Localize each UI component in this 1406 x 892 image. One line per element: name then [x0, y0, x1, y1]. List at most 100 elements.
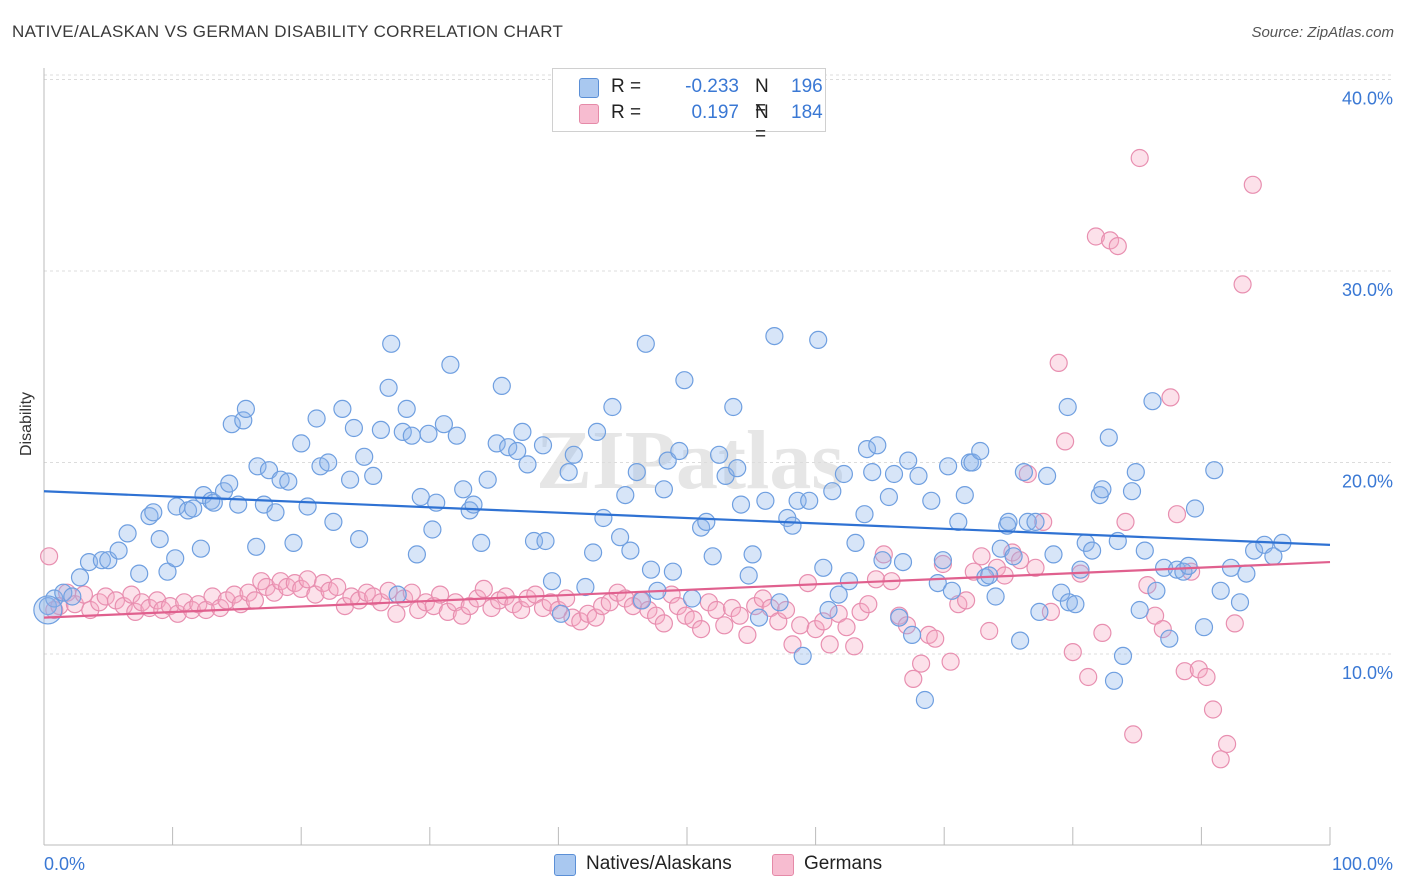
data-point	[74, 585, 94, 604]
data-point	[184, 499, 203, 518]
data-point	[438, 602, 457, 622]
data-point	[220, 474, 239, 493]
data-point	[911, 654, 931, 673]
data-point	[252, 572, 271, 591]
data-point	[328, 577, 347, 597]
data-point	[823, 482, 842, 501]
legend-n-label: N =	[755, 102, 769, 145]
data-point	[536, 531, 555, 551]
data-point	[879, 487, 899, 507]
data-point	[1189, 660, 1208, 679]
data-point	[144, 503, 163, 522]
data-point	[45, 589, 64, 608]
stats-legend: R = -0.233 N = 196 R = 0.197 N = 184	[552, 68, 826, 145]
data-point	[1179, 556, 1198, 576]
data-point	[980, 621, 999, 641]
data-point	[890, 608, 909, 627]
data-point	[668, 596, 688, 616]
data-point	[728, 459, 747, 478]
data-point	[964, 562, 983, 581]
data-point	[791, 616, 810, 635]
data-point	[533, 436, 553, 455]
data-point	[594, 508, 613, 528]
data-point	[423, 520, 442, 539]
data-point	[691, 619, 711, 639]
data-point	[1116, 512, 1135, 532]
data-point	[298, 497, 317, 516]
data-point	[341, 470, 360, 489]
data-point	[1037, 466, 1057, 485]
data-point	[722, 598, 742, 618]
data-point	[809, 330, 828, 349]
tick-labels: 10.0% 20.0% 30.0% 40.0% 0.0% 100.0%	[44, 89, 1393, 875]
data-point	[307, 409, 326, 428]
data-point	[387, 604, 406, 623]
data-point	[846, 533, 865, 553]
data-point	[909, 466, 928, 485]
data-point	[610, 528, 630, 547]
data-point	[511, 600, 531, 620]
data-point	[1052, 583, 1071, 602]
data-point	[526, 585, 545, 604]
data-point	[765, 327, 784, 346]
data-point	[1026, 512, 1045, 532]
data-point	[627, 463, 646, 482]
data-point	[1205, 461, 1224, 480]
data-point	[915, 690, 935, 710]
data-point	[663, 562, 683, 581]
trend-lines	[43, 490, 1331, 619]
data-point	[556, 589, 576, 608]
data-point	[845, 637, 864, 656]
data-point	[986, 587, 1005, 606]
data-point	[109, 541, 128, 560]
data-point	[1079, 667, 1098, 687]
data-point	[697, 512, 716, 532]
data-point	[1071, 560, 1090, 579]
data-point	[709, 445, 729, 464]
data-point	[1049, 353, 1068, 372]
data-point	[419, 424, 438, 443]
data-point	[284, 533, 303, 553]
legend-swatch-natives	[579, 78, 599, 98]
data-point	[247, 537, 266, 556]
data-point	[942, 581, 962, 600]
data-point	[1044, 545, 1063, 564]
axes	[43, 68, 1331, 846]
data-point	[571, 612, 590, 631]
data-point	[551, 604, 571, 623]
data-point	[248, 457, 267, 476]
data-point	[654, 480, 674, 499]
data-point	[1175, 662, 1194, 681]
data-point	[806, 619, 825, 639]
data-point	[482, 598, 501, 618]
data-point	[333, 399, 352, 418]
data-point	[234, 411, 253, 430]
data-point	[158, 562, 177, 581]
data-point	[576, 577, 595, 597]
source-label: Source: ZipAtlas.com	[1251, 24, 1394, 41]
data-point	[1018, 512, 1037, 532]
data-point	[126, 602, 145, 622]
data-point	[1030, 602, 1049, 622]
data-point	[371, 420, 390, 439]
data-point	[814, 612, 833, 631]
data-point	[130, 564, 149, 583]
data-point	[202, 491, 221, 510]
trend-line	[43, 490, 1331, 546]
data-point	[1086, 227, 1106, 246]
data-point	[684, 610, 703, 629]
data-point	[670, 441, 689, 461]
data-point	[382, 334, 401, 353]
data-point	[350, 529, 369, 549]
data-point	[460, 596, 479, 616]
data-point	[508, 441, 527, 461]
y-tick-label: 20.0%	[1342, 472, 1393, 492]
data-point	[839, 572, 859, 591]
legend-r-label: R =	[611, 76, 642, 97]
data-point	[150, 529, 169, 549]
data-point	[1135, 541, 1154, 560]
data-point	[1211, 750, 1230, 769]
data-point	[884, 464, 904, 484]
data-point	[1185, 499, 1205, 518]
